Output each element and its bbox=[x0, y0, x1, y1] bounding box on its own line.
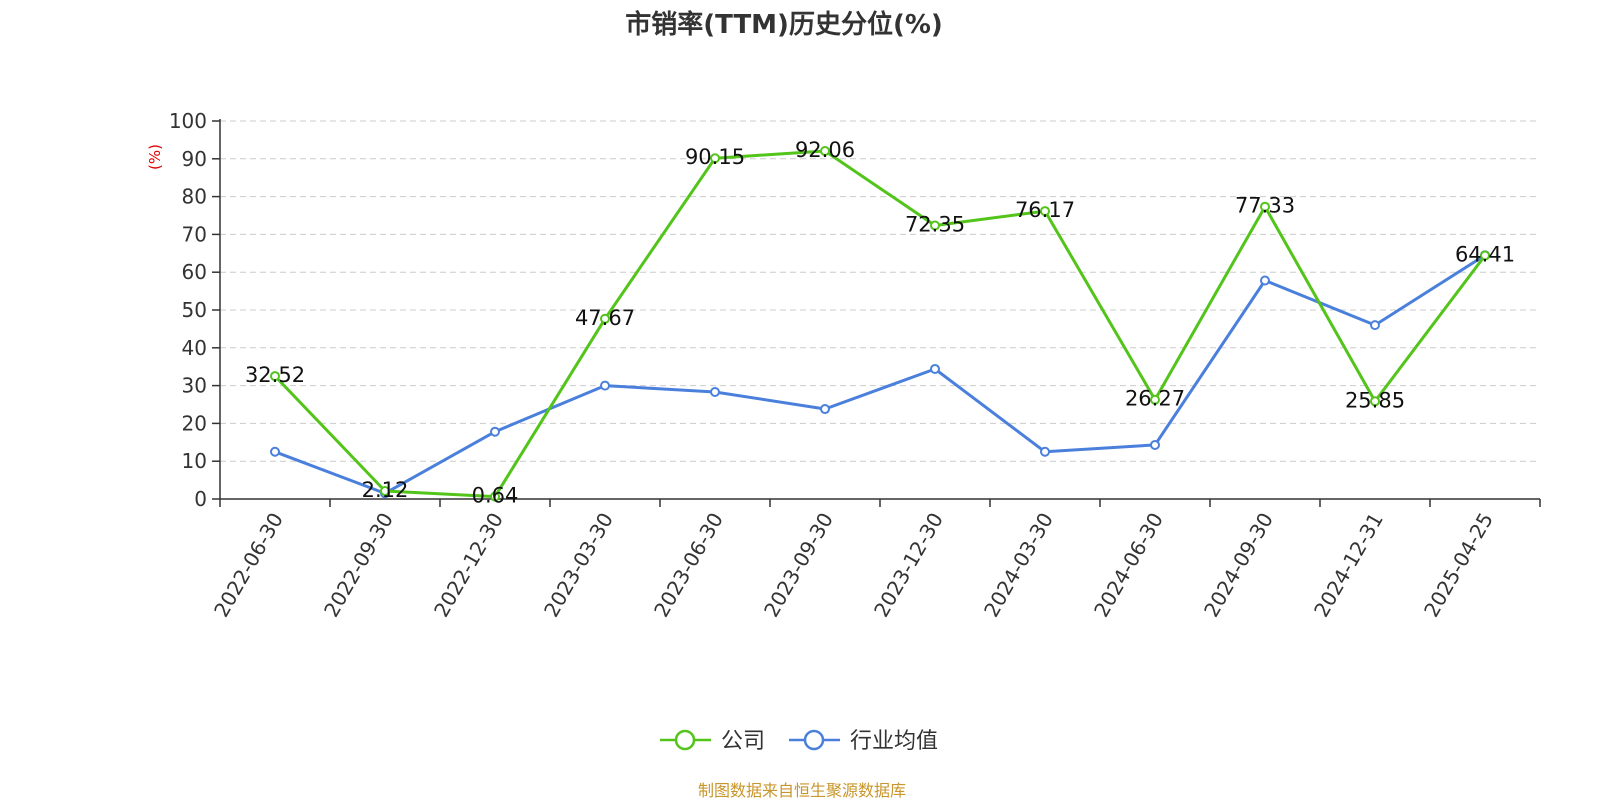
data-label-company: 26.27 bbox=[1125, 387, 1185, 411]
data-label-company: 2.12 bbox=[362, 478, 409, 502]
x-tick-label: 2024-03-30 bbox=[979, 509, 1058, 622]
chart-title: 市销率(TTM)历史分位(%) bbox=[625, 9, 943, 40]
y-tick-label: 10 bbox=[182, 449, 207, 473]
series-points bbox=[270, 146, 1490, 502]
legend: 公司 行业均值 bbox=[660, 729, 938, 754]
data-label-company: 25.85 bbox=[1345, 388, 1405, 412]
data-labels: 32.52 2.12 0.64 47.67 90.15 92.06 72.35 76.17 26… bbox=[245, 138, 1515, 508]
data-point-company[interactable] bbox=[710, 153, 720, 164]
data-point-industry-average[interactable] bbox=[1370, 320, 1380, 331]
data-point-company[interactable] bbox=[380, 485, 390, 496]
y-tick-label: 0 bbox=[194, 487, 207, 511]
data-point-industry-average[interactable] bbox=[930, 363, 940, 374]
y-tick-label: 50 bbox=[182, 298, 207, 322]
data-point-company[interactable] bbox=[600, 313, 610, 324]
y-tick-label: 70 bbox=[182, 222, 207, 246]
data-label-company: 90.15 bbox=[685, 145, 745, 169]
y-tick-label: 40 bbox=[182, 336, 207, 360]
x-tick-label: 2024-09-30 bbox=[1199, 509, 1278, 622]
data-label-company: 0.64 bbox=[472, 484, 519, 508]
data-point-company[interactable] bbox=[820, 146, 830, 157]
data-label-company: 76.17 bbox=[1015, 198, 1075, 222]
y-axis-label: (%) bbox=[146, 144, 164, 170]
data-label-company: 77.33 bbox=[1235, 194, 1295, 218]
data-label-company: 47.67 bbox=[575, 306, 635, 330]
data-label-company: 92.06 bbox=[795, 138, 855, 162]
legend-marker-company bbox=[674, 729, 696, 751]
y-tick-label: 90 bbox=[182, 147, 207, 171]
source-note: 制图数据来自恒生聚源数据库 bbox=[698, 781, 906, 800]
x-tick-label: 2022-12-30 bbox=[429, 509, 508, 622]
data-point-company[interactable] bbox=[1480, 250, 1490, 261]
data-point-industry-average[interactable] bbox=[270, 446, 280, 457]
data-point-company[interactable] bbox=[270, 371, 280, 382]
data-point-company[interactable] bbox=[930, 220, 940, 231]
series-lines bbox=[273, 149, 1487, 499]
series-line-industry-average bbox=[274, 253, 1486, 495]
x-tick-label: 2023-12-30 bbox=[869, 509, 948, 622]
x-tick-label: 2023-09-30 bbox=[759, 509, 838, 622]
legend-label-company: 公司 bbox=[721, 729, 765, 754]
data-point-company[interactable] bbox=[1370, 396, 1380, 407]
x-tick-label: 2022-06-30 bbox=[209, 509, 288, 622]
x-tick-label: 2023-06-30 bbox=[649, 509, 728, 622]
data-point-industry-average[interactable] bbox=[490, 426, 500, 437]
y-tick-label: 60 bbox=[182, 260, 207, 284]
y-tick-label: 100 bbox=[169, 109, 207, 133]
x-tick-label: 2025-04-25 bbox=[1419, 509, 1498, 622]
legend-item-industry-average[interactable]: 行业均值 bbox=[789, 729, 938, 754]
y-tick-label: 80 bbox=[182, 185, 207, 209]
data-point-industry-average[interactable] bbox=[820, 404, 830, 415]
legend-marker-industry-average bbox=[803, 729, 825, 751]
data-point-industry-average[interactable] bbox=[1150, 439, 1160, 450]
data-label-company: 72.35 bbox=[905, 213, 965, 237]
x-tick-label: 2023-03-30 bbox=[539, 509, 618, 622]
y-tick-label: 30 bbox=[182, 374, 207, 398]
data-point-company[interactable] bbox=[490, 491, 500, 502]
legend-item-company[interactable]: 公司 bbox=[660, 729, 765, 754]
data-label-company: 64.41 bbox=[1455, 243, 1515, 267]
data-point-company[interactable] bbox=[1040, 206, 1050, 217]
data-point-company[interactable] bbox=[1150, 394, 1160, 405]
data-point-industry-average[interactable] bbox=[710, 387, 720, 398]
legend-label-industry-average: 行业均值 bbox=[850, 729, 938, 754]
gridlines bbox=[220, 120, 1540, 462]
data-point-industry-average[interactable] bbox=[600, 380, 610, 391]
x-tick-labels: 2022-06-30 2022-09-30 2022-12-30 2023-03-30… bbox=[209, 509, 1498, 622]
data-point-company[interactable] bbox=[1260, 201, 1270, 212]
y-tick-label: 20 bbox=[182, 411, 207, 435]
data-point-industry-average[interactable] bbox=[1040, 446, 1050, 457]
x-tick-label: 2024-12-31 bbox=[1309, 509, 1388, 622]
data-point-industry-average[interactable] bbox=[1260, 275, 1270, 286]
x-tick-label: 2024-06-30 bbox=[1089, 509, 1168, 622]
data-label-company: 32.52 bbox=[245, 363, 305, 387]
x-tick-label: 2022-09-30 bbox=[319, 509, 398, 622]
y-tick-labels: 0 10 20 30 40 50 60 70 80 90 100 bbox=[169, 109, 207, 511]
series-line-company bbox=[273, 149, 1487, 499]
axes bbox=[212, 119, 1541, 507]
